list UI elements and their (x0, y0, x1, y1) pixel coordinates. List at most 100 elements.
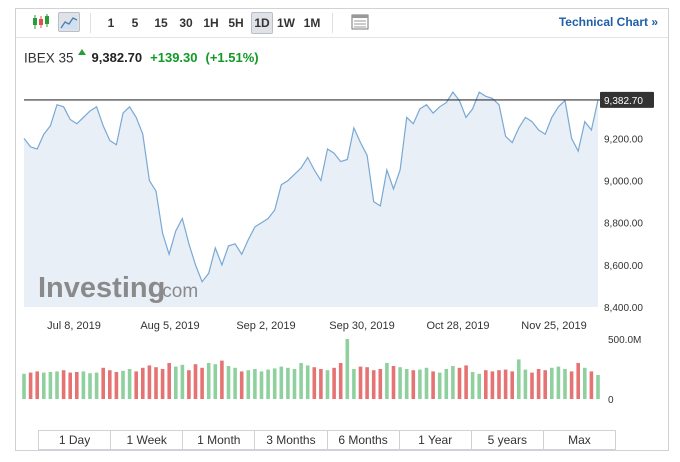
volume-bar (398, 367, 402, 399)
volume-bar (127, 369, 132, 399)
x-tick-label: Aug 5, 2019 (140, 320, 199, 332)
interval-1w[interactable]: 1W (277, 16, 295, 30)
interval-1d[interactable]: 1D (251, 12, 273, 34)
volume-bar (233, 367, 237, 399)
toolbar-separator (90, 13, 91, 33)
interval-15[interactable]: 15 (154, 16, 168, 30)
y-tick-label: 9,000.00 (604, 177, 643, 188)
volume-bar (345, 339, 350, 399)
volume-bar (253, 369, 257, 399)
volume-bar (332, 367, 336, 399)
volume-bar (451, 366, 455, 399)
toolbar-separator (332, 13, 333, 33)
volume-bar (583, 367, 587, 399)
volume-bar (279, 366, 284, 399)
area-chart-icon[interactable] (58, 12, 80, 32)
volume-bar (517, 359, 521, 399)
volume-bar (55, 371, 59, 399)
investing-watermark: Investing .com (38, 272, 198, 304)
quote-header: IBEX 35 9,382.70 +139.30 (+1.51%) (24, 48, 259, 69)
volume-bar (167, 363, 171, 399)
volume-bar (48, 372, 53, 399)
range-3-months[interactable]: 3 Months (255, 431, 328, 449)
range-1-week[interactable]: 1 Week (111, 431, 184, 449)
time-axis: Jul 8, 2019 Aug 5, 2019 Sep 2, 2019 Sep 30,… (47, 320, 587, 332)
volume-bar (206, 363, 211, 399)
volume-bar (114, 372, 119, 399)
volume-bar (325, 370, 330, 399)
range-1-day[interactable]: 1 Day (39, 431, 112, 449)
volume-bar (589, 371, 594, 399)
y-tick-label: 8,400.00 (604, 303, 643, 314)
volume-bar (530, 372, 534, 399)
volume-bar (497, 370, 501, 399)
volume-bar (193, 364, 198, 399)
volume-axis-max: 500.0M (608, 335, 641, 346)
volume-bar (484, 370, 488, 399)
volume-bar (147, 365, 152, 399)
interval-1[interactable]: 1 (107, 16, 115, 30)
volume-bar (94, 372, 99, 399)
range-1-year[interactable]: 1 Year (400, 431, 472, 449)
candlestick-chart-icon[interactable] (30, 12, 52, 32)
range-1-month[interactable]: 1 Month (183, 431, 256, 449)
price-axis: 9,200.00 9,000.00 8,800.00 8,600.00 8,400.00… (600, 91, 654, 314)
volume-bar (418, 369, 422, 399)
price-change: +139.30 (150, 50, 198, 66)
volume-bar (42, 372, 46, 399)
volume-bar (431, 371, 435, 399)
interval-5[interactable]: 5 (131, 16, 139, 30)
range-5-years[interactable]: 5 years (472, 431, 544, 449)
volume-bar (523, 369, 528, 399)
interval-1m[interactable]: 1M (303, 16, 321, 30)
volume-bar (563, 369, 567, 399)
interval-1h[interactable]: 1H (203, 16, 219, 30)
volume-bar (160, 369, 165, 399)
volume-bar (352, 369, 356, 399)
technical-chart-link[interactable]: Technical Chart » (558, 15, 658, 29)
chart-toolbar: 1 5 15 30 1H 5H 1D 1W 1M Technical Chart… (16, 9, 668, 38)
volume-bar (246, 370, 251, 399)
volume-bar (292, 369, 297, 399)
last-price-badge-label: 9,382.70 (604, 96, 643, 107)
price-chart[interactable]: Investing .com 9,200.00 9,000.00 8,800.00 8… (16, 9, 668, 419)
volume-bar (174, 366, 178, 399)
volume-bar (101, 367, 105, 399)
last-price-badge-bg (600, 91, 654, 108)
volume-bar (470, 372, 475, 399)
volume-bar (371, 370, 376, 399)
volume-bar (596, 375, 600, 399)
range-max[interactable]: Max (568, 433, 591, 447)
volume-bar (121, 370, 125, 399)
volume-bar (550, 367, 554, 399)
volume-bar (286, 367, 290, 399)
volume-bar (490, 371, 495, 399)
volume-bar (510, 371, 514, 399)
x-tick-label: Sep 30, 2019 (329, 320, 394, 332)
volume-bar (305, 365, 310, 399)
volume-axis: 500.0M 0 (608, 335, 641, 406)
volume-bar (424, 367, 429, 399)
volume-bar (576, 363, 580, 399)
volume-bar (259, 371, 264, 399)
range-selector: 1 Day 1 Week 1 Month 3 Months 6 Months 1… (38, 430, 616, 450)
volume-bar (141, 367, 145, 399)
volume-bar (543, 370, 547, 399)
interval-30[interactable]: 30 (179, 16, 193, 30)
interval-5h[interactable]: 5H (228, 16, 244, 30)
volume-bar (411, 370, 416, 399)
volume-bar (134, 371, 138, 399)
volume-bar (68, 372, 72, 399)
volume-bar (569, 371, 574, 399)
volume-bar (213, 364, 218, 399)
price-change-percent: (+1.51%) (205, 50, 259, 66)
table-icon[interactable] (349, 12, 371, 32)
volume-bar (88, 373, 92, 399)
watermark-suffix: .com (157, 281, 198, 302)
watermark-brand: Investing (38, 272, 165, 304)
volume-bar (180, 364, 185, 399)
range-6-months[interactable]: 6 Months (328, 431, 400, 449)
volume-bar (312, 367, 317, 399)
volume-bar (200, 367, 204, 399)
volume-bar (108, 370, 112, 399)
